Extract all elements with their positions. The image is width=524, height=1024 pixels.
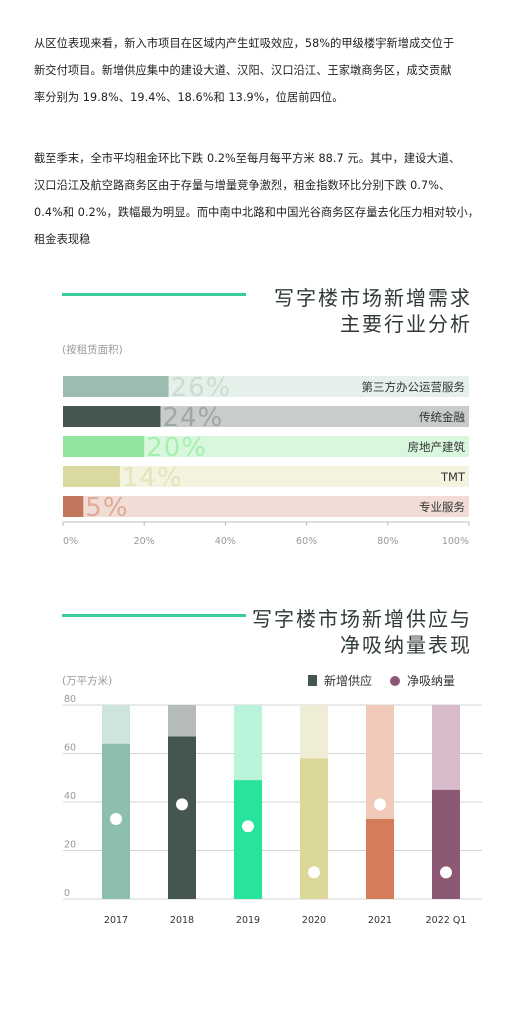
absorption-point — [242, 820, 254, 833]
bar — [63, 496, 84, 517]
bar-track — [63, 466, 469, 487]
bar — [63, 466, 120, 487]
paragraph-line: 租金表现稳 — [34, 233, 91, 246]
chart2-unit-label: (万平方米) — [62, 675, 113, 687]
absorption-point — [440, 866, 452, 879]
paragraph-line: 从区位表现来看，新入市项目在区域内产生虹吸效应，58%的甲级楼宇新增成交位于 — [34, 37, 455, 50]
legend-label-supply: 新增供应 — [324, 674, 373, 688]
legend-label-absorption: 净吸纳量 — [407, 674, 456, 688]
x-tick-label: 0% — [63, 536, 78, 547]
paragraph-location: 从区位表现来看，新入市项目在区域内产生虹吸效应，58%的甲级楼宇新增成交位于 新… — [34, 30, 504, 111]
bar-value-label: 20% — [146, 433, 207, 463]
bar-value-label: 24% — [162, 403, 223, 433]
bar-track — [63, 496, 469, 517]
absorption-point — [176, 798, 188, 811]
bar-value-label: 14% — [122, 463, 183, 493]
supply-bar — [366, 818, 394, 899]
supply-bar — [432, 789, 460, 899]
absorption-point — [374, 798, 386, 811]
legend-swatch-supply — [308, 675, 317, 686]
x-tick-label: 100% — [442, 536, 469, 547]
chart1-accent-line — [62, 293, 246, 296]
x-category-label: 2022 Q1 — [426, 915, 467, 926]
paragraph-line: 率分别为 19.8%、19.4%、18.6%和 13.9%，位居前四位。 — [34, 91, 344, 104]
bar — [63, 406, 161, 427]
absorption-point — [308, 866, 320, 879]
x-tick-label: 60% — [296, 536, 317, 547]
paragraph-line: 汉口沿江及航空路商务区由于存量与增量竞争激烈，租金指数环比分别下跌 0.7%、 — [34, 179, 451, 192]
paragraph-line: 新交付项目。新增供应集中的建设大道、汉阳、汉口沿江、王家墩商务区，成交贡献 — [34, 64, 452, 77]
bar-track — [63, 436, 469, 457]
industry-demand-chart: 26% 第三方办公运营服务 24% 传统金融 20% 房地产建筑 14% TMT 5% 专业服务 0… — [62, 373, 470, 547]
chart1-title: 写字楼市场新增需求 主要行业分析 — [274, 285, 472, 337]
y-tick-label: 40 — [64, 791, 76, 802]
bar-value-label: 26% — [171, 373, 232, 403]
chart2-title-line2: 净吸纳量表现 — [340, 633, 472, 657]
y-tick-label: 80 — [64, 695, 76, 705]
y-tick-label: 20 — [64, 840, 76, 851]
chart1-title-line1: 写字楼市场新增需求 — [274, 286, 472, 310]
absorption-point — [110, 812, 122, 825]
x-tick-label: 20% — [134, 536, 155, 547]
supply-bar — [168, 736, 196, 899]
legend-swatch-absorption — [390, 675, 400, 686]
legend-supply: 新增供应 — [308, 672, 372, 689]
y-tick-label: 60 — [64, 743, 76, 754]
chart2-title: 写字楼市场新增供应与 净吸纳量表现 — [252, 606, 472, 658]
paragraph-line: 0.4%和 0.2%，跌幅最为明显。而中南中北路和中国光谷商务区存量去化压力相对… — [34, 206, 480, 219]
chart1-unit-label: (按租赁面积) — [62, 344, 123, 356]
bar-track — [63, 406, 469, 427]
chart2-accent-line — [62, 614, 246, 617]
bar-category-label: TMT — [440, 470, 466, 484]
x-category-label: 2019 — [236, 915, 260, 926]
bar — [63, 376, 169, 397]
x-category-label: 2021 — [368, 915, 392, 926]
y-tick-label: 0 — [64, 888, 70, 899]
x-category-label: 2018 — [170, 915, 194, 926]
bar-category-label: 房地产建筑 — [408, 440, 466, 454]
paragraph-line: 截至季末，全市平均租金环比下跌 0.2%至每月每平方米 88.7 元。其中，建设… — [34, 152, 461, 165]
supply-absorption-chart: 0 20 40 60 80 2017 2018 2019 2020 2021 2022 Q1 — [63, 695, 482, 926]
x-category-label: 2020 — [302, 915, 326, 926]
legend-absorption: 净吸纳量 — [390, 672, 455, 689]
x-tick-label: 80% — [377, 536, 398, 547]
bar — [63, 436, 145, 457]
supply-bar — [234, 780, 262, 899]
paragraph-rent: 截至季末，全市平均租金环比下跌 0.2%至每月每平方米 88.7 元。其中，建设… — [34, 145, 504, 253]
x-category-label: 2017 — [104, 915, 128, 926]
bar-value-label: 5% — [85, 493, 128, 523]
bar-category-label: 第三方办公运营服务 — [362, 380, 466, 394]
chart2-title-line1: 写字楼市场新增供应与 — [252, 607, 472, 631]
chart1-title-line2: 主要行业分析 — [340, 312, 472, 336]
x-tick-label: 40% — [215, 536, 236, 547]
bar-category-label: 传统金融 — [419, 410, 465, 424]
bar-category-label: 专业服务 — [419, 500, 465, 514]
